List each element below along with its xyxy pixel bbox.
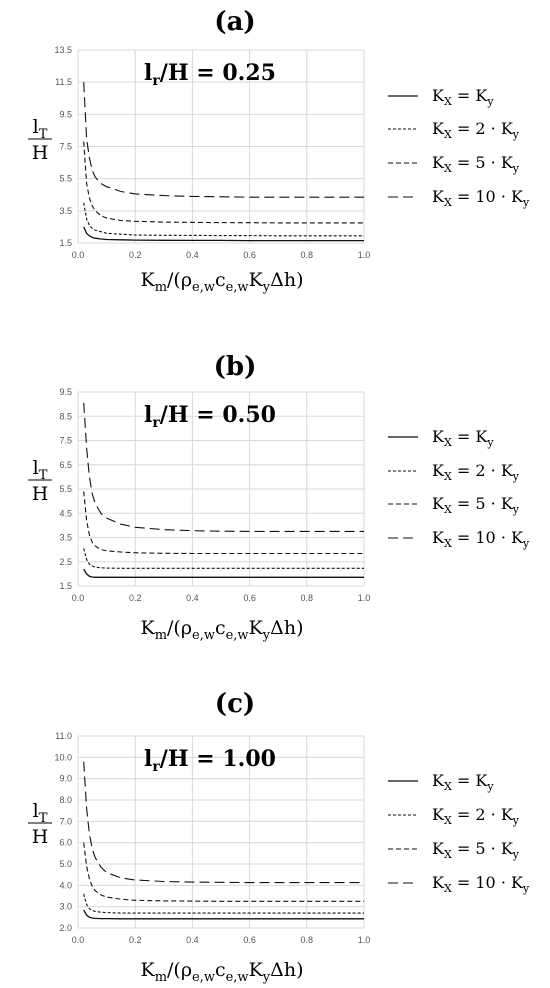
series-line-1 bbox=[83, 226, 364, 242]
legend-entry-3: KX = 5 · Ky bbox=[432, 494, 520, 516]
y-tick-label: 3.0 bbox=[59, 902, 72, 912]
y-tick-label: 6.0 bbox=[59, 838, 72, 848]
y-tick-label: 9.0 bbox=[59, 774, 72, 784]
y-tick-label: 5.5 bbox=[59, 174, 72, 184]
legend-entry-2: KX = 2 · Ky bbox=[432, 461, 520, 483]
panel-label: (b) bbox=[214, 352, 257, 382]
series-line-2 bbox=[83, 893, 364, 914]
y-tick-label: 5.5 bbox=[59, 484, 72, 494]
legend-entry-2: KX = 2 · Ky bbox=[432, 119, 520, 141]
y-tick-label: 3.5 bbox=[59, 533, 72, 543]
x-label: Km/(ρe,wce,wKyΔh) bbox=[140, 269, 303, 295]
x-tick-label: 0.8 bbox=[301, 250, 314, 260]
x-tick-label: 0.2 bbox=[129, 250, 142, 260]
chart-title: lr/H = 0.50 bbox=[144, 402, 276, 431]
legend-entry-3: KX = 5 · Ky bbox=[432, 839, 520, 861]
x-label: Km/(ρe,wce,wKyΔh) bbox=[140, 959, 303, 985]
chart-panel-2: (b) 1.5 2.5 3.5 4.5 5.5 6.5 7.5 8.5 9.5 0.0 0.2 0.4 0… bbox=[28, 352, 530, 643]
x-tick-label: 1.0 bbox=[358, 250, 371, 260]
y-label-numerator: lT bbox=[33, 800, 48, 826]
y-tick-label: 9.5 bbox=[59, 387, 72, 397]
y-tick-label: 9.5 bbox=[59, 109, 72, 119]
y-tick-label: 1.5 bbox=[59, 581, 72, 591]
x-tick-label: 0.6 bbox=[243, 250, 256, 260]
y-tick-label: 6.5 bbox=[59, 460, 72, 470]
x-tick-label: 0.0 bbox=[72, 935, 85, 945]
chart-panel-1: (a) 1.5 3.5 5.5 7.5 9.5 11.5 13.5 0.0 0.2 0.4 0.6 0.… bbox=[28, 7, 530, 295]
y-tick-label: 8.5 bbox=[59, 411, 72, 421]
y-tick-label: 8.0 bbox=[59, 795, 72, 805]
y-label-denominator: H bbox=[32, 826, 49, 848]
legend-entry-1: KX = Ky bbox=[432, 427, 494, 449]
series-line-4 bbox=[83, 82, 364, 198]
panel-label: (a) bbox=[214, 7, 255, 37]
series-line-3 bbox=[83, 141, 364, 224]
x-tick-label: 0.2 bbox=[129, 593, 142, 603]
x-tick-label: 0.0 bbox=[72, 250, 85, 260]
series-line-2 bbox=[83, 548, 364, 569]
y-tick-label: 5.0 bbox=[59, 859, 72, 869]
legend-entry-4: KX = 10 · Ky bbox=[432, 187, 530, 209]
series-line-3 bbox=[83, 842, 364, 902]
series-line-1 bbox=[83, 909, 364, 920]
y-label-numerator: lT bbox=[33, 116, 48, 142]
y-tick-label: 2.0 bbox=[59, 923, 72, 933]
y-tick-label: 4.5 bbox=[59, 508, 72, 518]
x-tick-label: 0.4 bbox=[186, 593, 199, 603]
chart-panel-3: (c) 2.0 3.0 4.0 5.0 6.0 7.0 8.0 9.0 10.0 11.0 0.0 0.… bbox=[28, 689, 530, 985]
legend-entry-1: KX = Ky bbox=[432, 771, 494, 793]
y-tick-label: 1.5 bbox=[59, 238, 72, 248]
y-label-numerator: lT bbox=[33, 457, 48, 483]
x-tick-label: 0.0 bbox=[72, 593, 85, 603]
x-tick-label: 1.0 bbox=[358, 593, 371, 603]
series-line-4 bbox=[83, 402, 364, 532]
x-tick-label: 0.8 bbox=[301, 935, 314, 945]
x-tick-label: 0.8 bbox=[301, 593, 314, 603]
y-tick-label: 11.5 bbox=[55, 77, 72, 87]
x-tick-label: 0.4 bbox=[186, 250, 199, 260]
y-tick-label: 10.0 bbox=[54, 752, 72, 762]
legend-entry-4: KX = 10 · Ky bbox=[432, 528, 530, 550]
x-tick-label: 0.4 bbox=[186, 935, 199, 945]
chart-title: lr/H = 0.25 bbox=[144, 60, 276, 89]
legend-entry-3: KX = 5 · Ky bbox=[432, 153, 520, 175]
y-tick-label: 4.0 bbox=[59, 880, 72, 890]
y-tick-label: 7.0 bbox=[59, 816, 72, 826]
y-tick-label: 3.5 bbox=[59, 206, 72, 216]
x-tick-label: 0.2 bbox=[129, 935, 142, 945]
legend-entry-4: KX = 10 · Ky bbox=[432, 873, 530, 895]
series-line-3 bbox=[83, 491, 364, 555]
legend-entry-2: KX = 2 · Ky bbox=[432, 805, 520, 827]
y-tick-label: 7.5 bbox=[59, 142, 72, 152]
series-line-4 bbox=[83, 761, 364, 884]
y-label-denominator: H bbox=[32, 483, 49, 505]
y-label-denominator: H bbox=[32, 142, 49, 164]
x-label: Km/(ρe,wce,wKyΔh) bbox=[140, 617, 303, 643]
series-line-2 bbox=[83, 202, 364, 237]
y-tick-label: 2.5 bbox=[59, 557, 72, 567]
x-tick-label: 0.6 bbox=[243, 593, 256, 603]
series-line-1 bbox=[83, 568, 364, 578]
y-tick-label: 11.0 bbox=[55, 731, 72, 741]
x-tick-label: 1.0 bbox=[358, 935, 371, 945]
chart-title: lr/H = 1.00 bbox=[144, 746, 276, 775]
y-tick-label: 7.5 bbox=[59, 436, 72, 446]
y-tick-label: 13.5 bbox=[54, 45, 72, 55]
legend-entry-1: KX = Ky bbox=[432, 86, 494, 108]
x-tick-label: 0.6 bbox=[243, 935, 256, 945]
panel-label: (c) bbox=[215, 689, 255, 719]
